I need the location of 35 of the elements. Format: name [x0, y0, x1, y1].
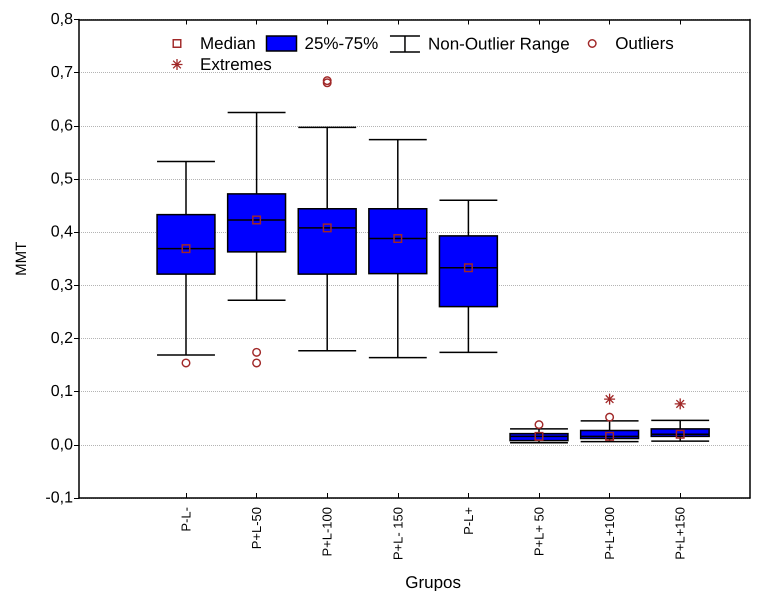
point — [182, 244, 190, 254]
legend-label: Median — [200, 34, 256, 53]
annotation: Non-Outlier Range — [428, 34, 570, 54]
x-tick-label: P+L-50 — [249, 507, 264, 550]
point — [252, 215, 262, 224]
legend-label: 25%-75% — [304, 34, 378, 53]
legend-label: Extremes — [200, 55, 272, 74]
x-tick-label: P+L+150 — [672, 507, 688, 560]
y-tick-label: 0,3 — [50, 276, 74, 294]
x-tick-label: P-L+ — [460, 507, 476, 535]
x-tick-label: P-L- — [178, 507, 194, 532]
y-tick-label: 0,5 — [50, 170, 74, 188]
y-tick-label: 0,8 — [50, 11, 74, 28]
x-tick-label: P+L- 150 — [390, 507, 406, 560]
point — [605, 432, 614, 441]
y-tick-label: 0,0 — [50, 436, 74, 454]
x-tick-label: P+L-100 — [320, 507, 335, 557]
point — [605, 412, 614, 422]
y-tick-label: 0,4 — [50, 224, 74, 241]
point — [464, 263, 473, 272]
x-tick-label: P+L+100 — [602, 507, 618, 560]
legend-label: Outliers — [615, 34, 674, 53]
point — [322, 223, 332, 232]
point — [182, 358, 190, 368]
point — [252, 348, 262, 357]
point — [534, 420, 544, 430]
y-tick-label: 0,7 — [50, 64, 74, 82]
y-tick-label: 0,1 — [50, 383, 74, 400]
point — [393, 234, 402, 244]
y-axis-title: MMT — [13, 242, 30, 276]
y-tick-label: -0,1 — [45, 490, 74, 506]
y-tick-label: 0,6 — [50, 117, 74, 134]
point — [534, 432, 544, 441]
y-tick-label: 0,2 — [50, 330, 74, 347]
x-tick-label: P+L+ 50 — [532, 507, 546, 556]
